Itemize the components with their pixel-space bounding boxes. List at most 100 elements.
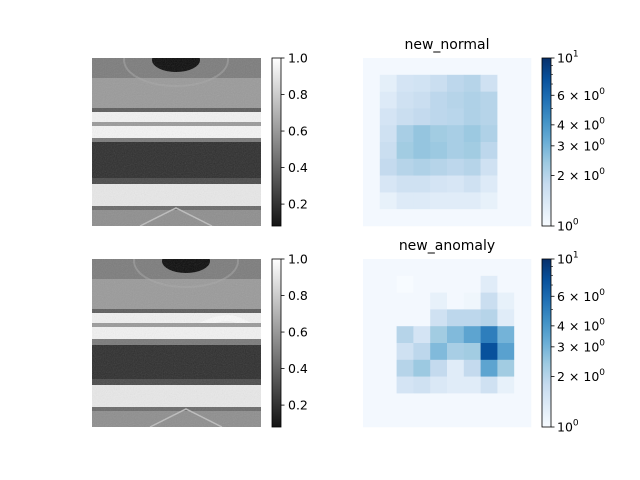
heatmap-cell bbox=[514, 125, 532, 143]
heatmap-cell bbox=[480, 359, 498, 377]
heatmap-cell bbox=[514, 142, 532, 160]
colorbar-tick-label: 1.0 bbox=[288, 51, 308, 66]
heatmap-cell bbox=[463, 209, 481, 227]
heatmap-cell bbox=[379, 376, 397, 394]
heatmap-cell bbox=[363, 309, 381, 327]
heatmap-cell bbox=[463, 108, 481, 126]
heatmap-cell bbox=[463, 410, 481, 428]
heatmap-cell bbox=[413, 393, 431, 411]
heatmap-cell bbox=[447, 91, 465, 109]
heatmap-cell bbox=[413, 192, 431, 210]
heatmap-cell bbox=[396, 142, 414, 160]
heatmap-cell bbox=[447, 343, 465, 361]
heatmap-cell bbox=[396, 125, 414, 143]
heatmap-cell bbox=[413, 175, 431, 193]
heatmap-cell bbox=[413, 275, 431, 293]
heatmap-cell bbox=[430, 259, 448, 277]
heatmap-cell bbox=[463, 91, 481, 109]
heatmap-cell bbox=[480, 142, 498, 160]
anomaly-image-colorbar: 0.2 0.4 0.6 0.8 1.0 bbox=[271, 252, 308, 428]
colorbar-tick-label: 2 × 100 bbox=[557, 368, 605, 384]
heatmap-cell bbox=[379, 158, 397, 176]
heatmap-cell bbox=[463, 393, 481, 411]
heatmap-cell bbox=[447, 125, 465, 143]
heatmap-cell bbox=[430, 142, 448, 160]
heatmap-cell bbox=[514, 74, 532, 92]
heatmap-cell bbox=[363, 393, 381, 411]
heatmap-cell bbox=[463, 74, 481, 92]
heatmap-cell bbox=[396, 275, 414, 293]
heatmap-cell bbox=[480, 74, 498, 92]
heatmap-cell bbox=[396, 74, 414, 92]
heatmap-cell bbox=[497, 343, 515, 361]
heatmap-cell bbox=[396, 108, 414, 126]
heatmap-cell bbox=[497, 125, 515, 143]
heatmap-cell bbox=[463, 158, 481, 176]
heatmap-cell bbox=[413, 108, 431, 126]
heatmap-cell bbox=[447, 58, 465, 76]
heatmap-cell bbox=[363, 108, 381, 126]
heatmap-cell bbox=[396, 376, 414, 394]
heatmap-cell bbox=[430, 376, 448, 394]
heatmap-cell bbox=[396, 326, 414, 344]
colorbar-tick-label: 0.8 bbox=[288, 87, 308, 102]
heatmap-cell bbox=[363, 125, 381, 143]
heatmap-cell bbox=[480, 209, 498, 227]
anomaly-heatmap bbox=[363, 259, 532, 428]
heatmap-cell bbox=[396, 393, 414, 411]
colorbar-tick-label: 100 bbox=[557, 419, 579, 435]
heatmap-cell bbox=[497, 91, 515, 109]
heatmap-cell bbox=[497, 192, 515, 210]
heatmap-cell bbox=[463, 292, 481, 310]
heatmap-cell bbox=[497, 376, 515, 394]
colorbar-gradient bbox=[271, 258, 282, 428]
heatmap-cell bbox=[497, 175, 515, 193]
heatmap-cell bbox=[463, 125, 481, 143]
heatmap-cell bbox=[497, 209, 515, 227]
heatmap-cell bbox=[413, 58, 431, 76]
heatmap-cell bbox=[396, 158, 414, 176]
heatmap-cell bbox=[396, 175, 414, 193]
normal-heatmap-colorbar: 100 2 × 100 3 × 100 4 × 100 6 × 100 101 bbox=[541, 50, 605, 234]
heatmap-cell bbox=[463, 376, 481, 394]
heatmap-cell bbox=[463, 192, 481, 210]
heatmap-cell bbox=[463, 359, 481, 377]
heatmap-cell bbox=[396, 209, 414, 227]
heatmap-cell bbox=[413, 74, 431, 92]
heatmap-cell bbox=[447, 393, 465, 411]
anomaly-heatmap-colorbar: 100 2 × 100 3 × 100 4 × 100 6 × 100 101 bbox=[541, 251, 605, 435]
heatmap-cell bbox=[379, 192, 397, 210]
heatmap-cell bbox=[363, 376, 381, 394]
heatmap-cell bbox=[413, 91, 431, 109]
heatmap-cell bbox=[480, 58, 498, 76]
heatmap-cell bbox=[379, 410, 397, 428]
heatmap-cell bbox=[396, 309, 414, 327]
heatmap-cell bbox=[514, 376, 532, 394]
heatmap-cell bbox=[363, 74, 381, 92]
heatmap-cell bbox=[430, 108, 448, 126]
heatmap-cell bbox=[413, 359, 431, 377]
heatmap-cell bbox=[363, 175, 381, 193]
heatmap-cell bbox=[514, 275, 532, 293]
heatmap-cell bbox=[430, 275, 448, 293]
normal-heatmap-title: new_normal bbox=[405, 37, 490, 53]
heatmap-cell bbox=[497, 259, 515, 277]
heatmap-cell bbox=[480, 326, 498, 344]
heatmap-cell bbox=[430, 192, 448, 210]
heatmap-cell bbox=[430, 91, 448, 109]
heatmap-cell bbox=[463, 309, 481, 327]
heatmap-cell bbox=[379, 58, 397, 76]
heatmap-cell bbox=[447, 142, 465, 160]
heatmap-cell bbox=[447, 259, 465, 277]
heatmap-cell bbox=[363, 209, 381, 227]
heatmap-cell bbox=[514, 309, 532, 327]
heatmap-cell bbox=[514, 410, 532, 428]
heatmap-cell bbox=[396, 359, 414, 377]
heatmap-cell bbox=[447, 175, 465, 193]
colorbar-tick-label: 0.6 bbox=[288, 325, 308, 340]
anomaly-heatmap-title: new_anomaly bbox=[399, 238, 495, 254]
heatmap-cell bbox=[379, 74, 397, 92]
heatmap-cell bbox=[363, 359, 381, 377]
heatmap-cell bbox=[463, 343, 481, 361]
